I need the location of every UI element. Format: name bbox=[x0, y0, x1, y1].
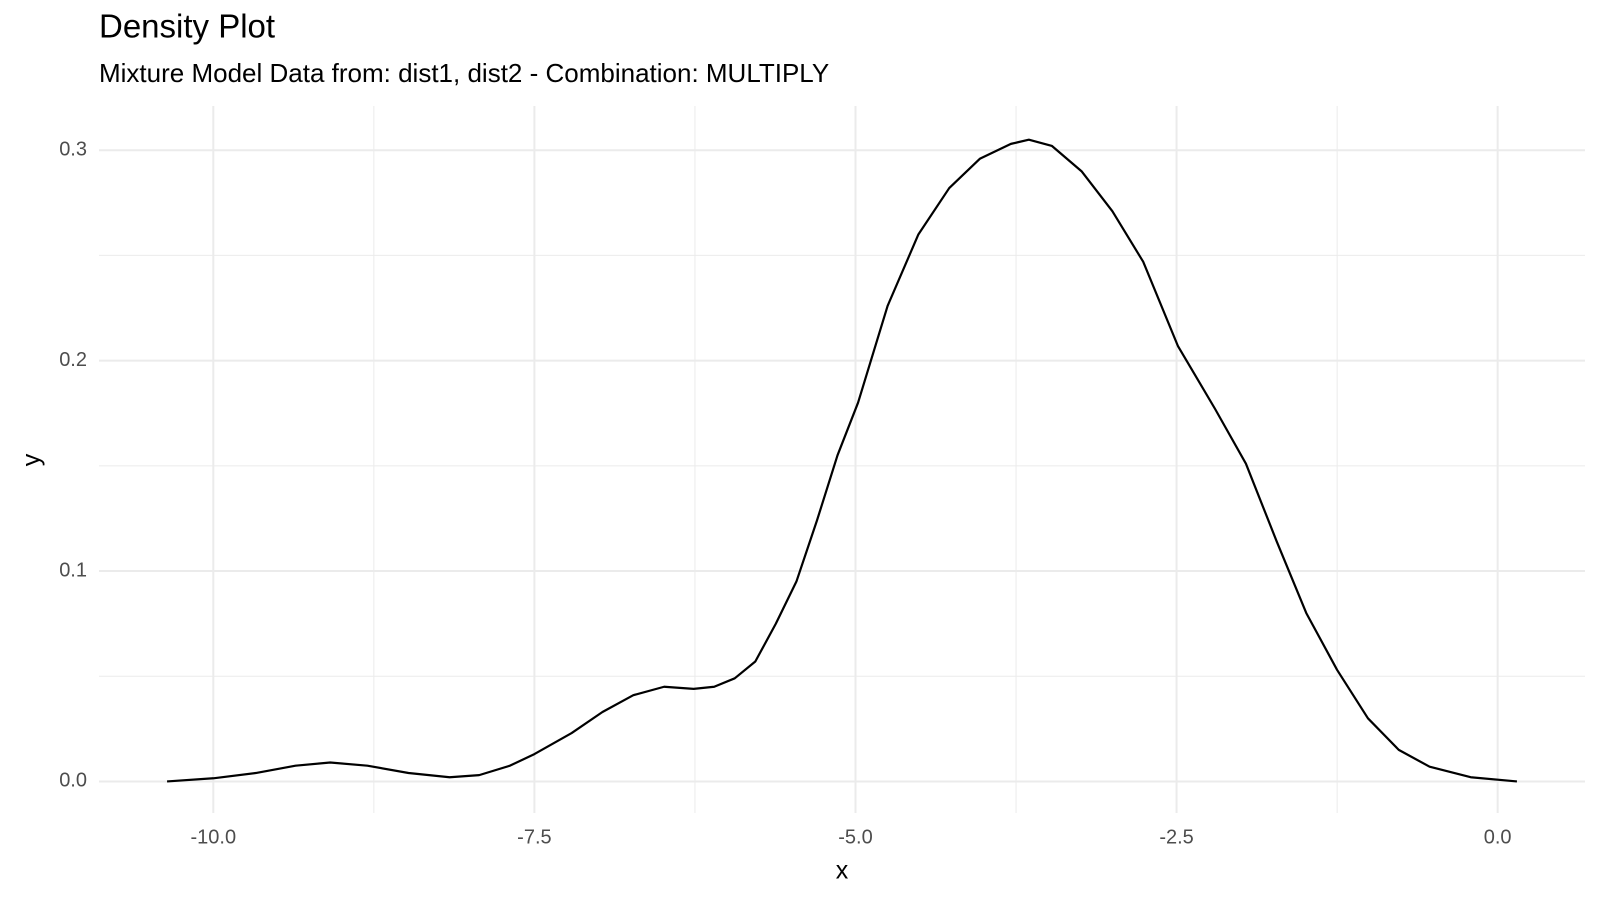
y-tick-label: 0.0 bbox=[59, 770, 87, 792]
y-tick-label: 0.3 bbox=[59, 138, 87, 160]
chart-title: Density Plot bbox=[99, 8, 275, 45]
y-tick-label: 0.2 bbox=[59, 349, 87, 371]
density-line bbox=[166, 138, 1518, 783]
x-axis-label: x bbox=[836, 857, 849, 885]
y-tick-label: 0.1 bbox=[59, 559, 87, 581]
x-tick-label: -10.0 bbox=[191, 826, 237, 848]
chart-subtitle: Mixture Model Data from: dist1, dist2 - … bbox=[99, 58, 829, 88]
y-axis-label: y bbox=[18, 453, 46, 466]
x-tick-label: -2.5 bbox=[1159, 826, 1193, 848]
x-tick-label: -7.5 bbox=[517, 826, 551, 848]
x-tick-label: -5.0 bbox=[838, 826, 872, 848]
x-tick-label: 0.0 bbox=[1484, 826, 1512, 848]
